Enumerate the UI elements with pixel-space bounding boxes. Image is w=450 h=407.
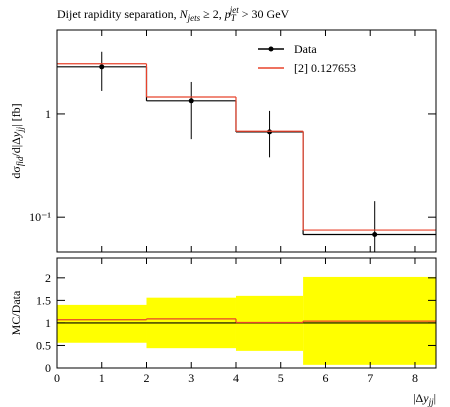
- x-tick-label: 3: [188, 371, 194, 385]
- x-tick-label: 5: [278, 371, 284, 385]
- frame: [56, 29, 437, 253]
- text-segment: y: [9, 131, 23, 138]
- text-segment: |Δ: [413, 391, 423, 405]
- text-segment: fid: [15, 156, 25, 166]
- y-tick-label: 2: [45, 271, 51, 285]
- x-tick-label: 1: [99, 371, 105, 385]
- text-segment: /d|Δ: [9, 137, 23, 157]
- x-tick-label: 7: [367, 371, 373, 385]
- text-segment: N: [179, 7, 189, 21]
- y-tick-label: 10⁻¹: [29, 210, 51, 224]
- text-segment: jj: [15, 126, 25, 133]
- text-segment: jj: [428, 397, 435, 407]
- y-tick-label: 1: [45, 316, 51, 330]
- text-segment: p: [224, 7, 231, 21]
- y-tick-label: 0: [45, 361, 51, 375]
- data-point: [188, 98, 194, 104]
- x-tick-label: 4: [233, 371, 239, 385]
- legend-label: Data: [294, 42, 317, 56]
- x-tick-label: 0: [54, 371, 60, 385]
- band: [57, 304, 147, 343]
- plot-area: [57, 51, 436, 252]
- data-point: [99, 64, 105, 70]
- text-segment: y: [422, 391, 429, 405]
- x-tick-label: 6: [322, 371, 328, 385]
- rich-text: dσfid/d|Δyjj| [fb]: [9, 103, 25, 178]
- frame: [56, 257, 437, 369]
- legend-marker: [268, 46, 274, 52]
- data-point: [267, 129, 273, 135]
- text-segment: jets: [187, 13, 201, 23]
- x-tick-label: 2: [143, 371, 149, 385]
- text-segment: Dijet rapidity separation,: [57, 7, 180, 21]
- text-segment: > 30 GeV: [239, 7, 290, 21]
- x-tick-label: 8: [412, 371, 418, 385]
- text-segment: dσ: [9, 166, 23, 179]
- y-tick-label: 1.5: [36, 293, 51, 307]
- rich-text: Dijet rapidity separation, Njets ≥ 2, pT…: [57, 5, 290, 23]
- rich-text: |Δyjj|: [413, 391, 436, 407]
- data-point: [372, 231, 378, 237]
- text-segment: T: [231, 13, 237, 23]
- y-axis-label: MC/Data: [9, 290, 23, 335]
- text-segment: ≥ 2,: [200, 7, 225, 21]
- y-tick-label: 1: [45, 107, 51, 121]
- text-segment: |: [434, 391, 436, 405]
- legend-label: [2] 0.127653: [294, 61, 356, 75]
- y-tick-label: 0.5: [36, 338, 51, 352]
- text-segment: | [fb]: [9, 103, 23, 126]
- text-segment: jet: [229, 5, 239, 15]
